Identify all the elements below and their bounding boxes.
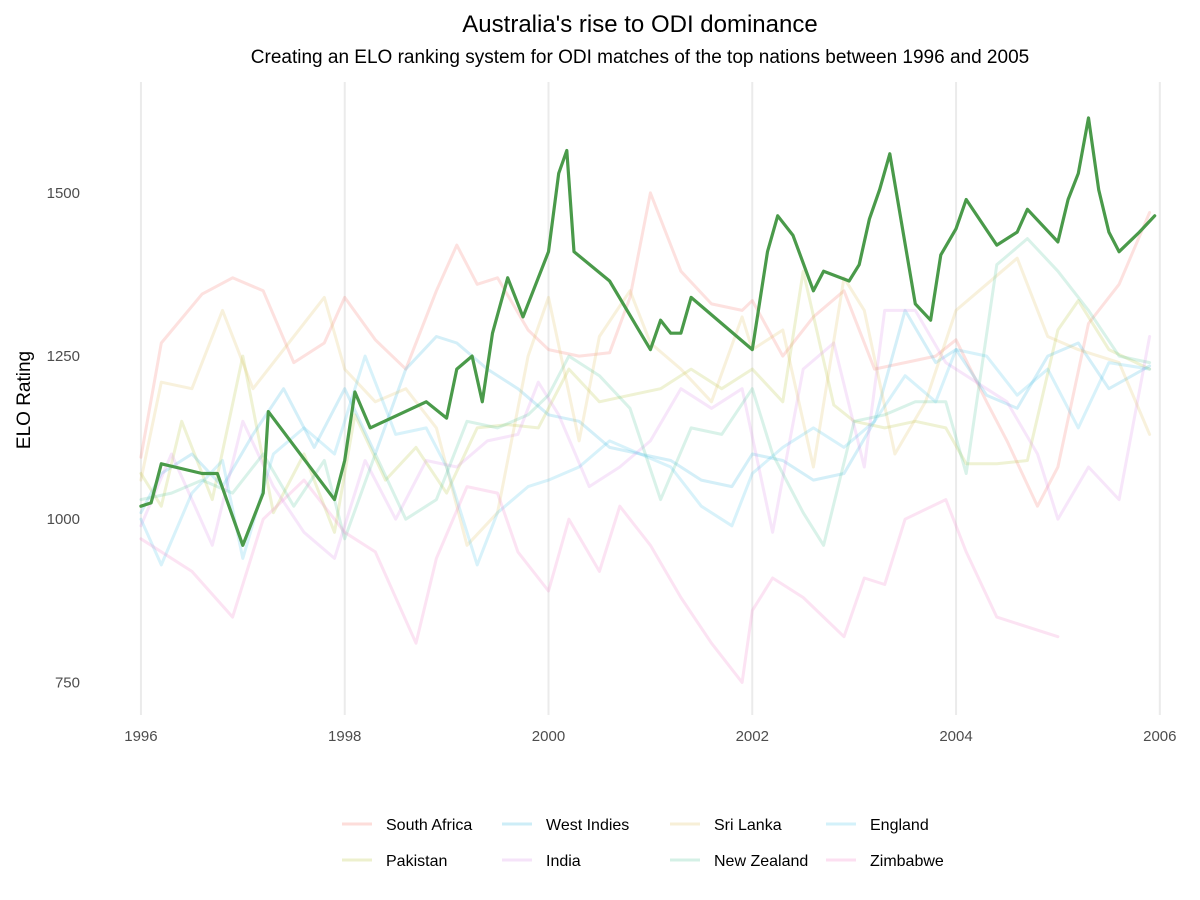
x-tick-label: 2000 <box>532 728 565 745</box>
series-line-england <box>139 348 1152 567</box>
y-axis-ticks: 750 1000 1250 1500 <box>47 185 80 691</box>
y-tick-label: 1000 <box>47 511 80 528</box>
x-tick-label: 2006 <box>1143 728 1176 745</box>
legend-label-south-africa: South Africa <box>386 817 472 834</box>
series-line-australia <box>139 116 1157 547</box>
legend: South Africa Pakistan West Indies India Sri … <box>342 817 944 870</box>
series-line-sri-lanka <box>139 256 1152 547</box>
series-line-zimbabwe <box>139 478 1060 684</box>
y-tick-label: 1250 <box>47 348 80 365</box>
x-tick-label: 2004 <box>939 728 972 745</box>
series-line-south-africa <box>139 191 1152 508</box>
series-line-new-zealand <box>139 237 1152 547</box>
legend-label-sri-lanka: Sri Lanka <box>714 817 782 834</box>
y-axis-title: ELO Rating <box>14 351 35 449</box>
x-axis-ticks: 1996 1998 2000 2002 2004 2006 <box>124 728 1176 745</box>
chart-title: Australia's rise to ODI dominance <box>462 11 817 38</box>
x-tick-label: 1996 <box>124 728 157 745</box>
y-tick-label: 1500 <box>47 185 80 202</box>
x-tick-label: 2002 <box>736 728 769 745</box>
series-line-pakistan <box>139 269 1152 534</box>
legend-label-pakistan: Pakistan <box>386 853 447 870</box>
legend-label-west-indies: West Indies <box>546 817 629 834</box>
y-tick-label: 750 <box>55 674 80 691</box>
series-line-west-indies <box>139 308 1152 515</box>
x-tick-label: 1998 <box>328 728 361 745</box>
series-lines <box>139 116 1157 684</box>
series-line-india <box>139 308 1152 560</box>
legend-label-zimbabwe: Zimbabwe <box>870 853 944 870</box>
chart-subtitle: Creating an ELO ranking system for ODI m… <box>251 47 1029 68</box>
gridlines <box>139 82 1161 715</box>
legend-label-new-zealand: New Zealand <box>714 853 808 870</box>
legend-label-england: England <box>870 817 929 834</box>
legend-label-india: India <box>546 853 581 870</box>
